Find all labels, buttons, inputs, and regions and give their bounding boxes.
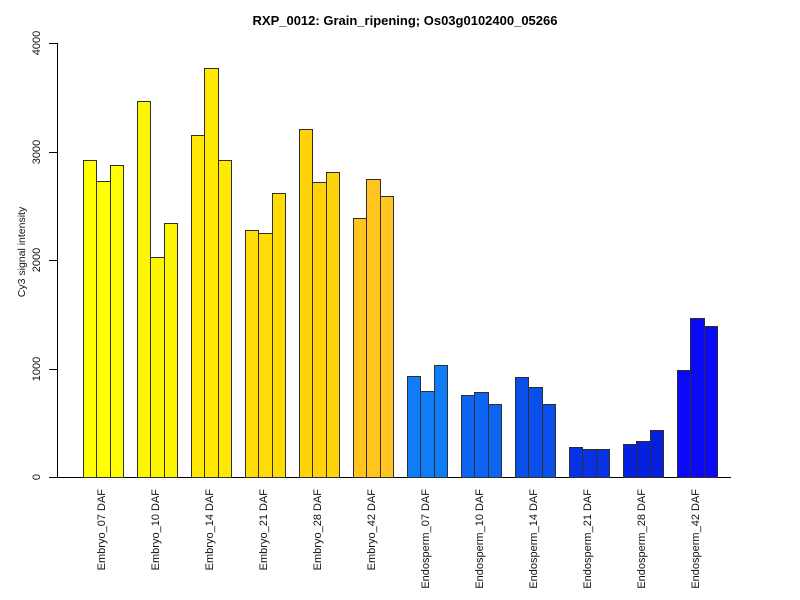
bar — [217, 160, 233, 478]
y-axis-line — [57, 43, 58, 478]
bar — [433, 365, 449, 478]
bar — [703, 326, 719, 478]
x-category-label: Embryo_21 DAF — [258, 489, 271, 571]
bar — [528, 386, 543, 478]
x-category-label: Embryo_42 DAF — [366, 489, 379, 571]
x-category-label: Embryo_14 DAF — [204, 489, 217, 571]
x-category-label: Embryo_07 DAF — [96, 489, 109, 571]
bar — [690, 317, 705, 478]
y-tick-mark — [49, 43, 57, 44]
bar — [150, 256, 165, 478]
bar — [298, 128, 314, 478]
y-tick-label: 4000 — [31, 30, 43, 56]
bar — [649, 430, 665, 478]
y-tick-mark — [49, 477, 57, 478]
x-category-label: Endosperm_07 DAF — [420, 489, 433, 589]
bar — [582, 448, 597, 478]
y-axis-label: Cy3 signal intensity — [16, 206, 28, 298]
bar — [636, 441, 651, 478]
x-category-label: Embryo_28 DAF — [312, 489, 325, 571]
bar — [514, 377, 530, 478]
y-tick-label: 3000 — [31, 139, 43, 164]
x-category-label: Endosperm_28 DAF — [636, 489, 649, 589]
y-tick-mark — [49, 260, 57, 261]
bar — [406, 376, 422, 478]
bar — [190, 135, 206, 478]
bar — [420, 391, 435, 478]
bar — [352, 217, 368, 478]
bar — [676, 369, 692, 478]
bar — [109, 164, 125, 478]
bar — [82, 160, 98, 478]
x-category-label: Endosperm_14 DAF — [528, 489, 541, 589]
x-category-label: Endosperm_10 DAF — [474, 489, 487, 589]
chart-title: RXP_0012: Grain_ripening; Os03g0102400_0… — [252, 13, 558, 28]
y-tick-label: 2000 — [31, 247, 43, 273]
y-tick-mark — [49, 368, 57, 370]
bar — [541, 404, 557, 478]
x-category-label: Embryo_10 DAF — [150, 489, 163, 571]
bar — [568, 446, 584, 478]
bar — [258, 232, 273, 478]
x-category-label: Endosperm_42 DAF — [690, 489, 703, 589]
bar — [271, 192, 287, 478]
bar — [244, 229, 260, 478]
y-tick-label: 1000 — [31, 356, 43, 381]
bar — [622, 444, 638, 478]
x-category-label: Endosperm_21 DAF — [582, 489, 595, 589]
bar — [595, 448, 611, 478]
bar — [366, 178, 381, 478]
bar — [487, 404, 503, 478]
y-tick-mark — [49, 151, 57, 153]
bar — [163, 223, 179, 478]
bar — [312, 181, 327, 478]
y-tick-label: 0 — [31, 473, 43, 481]
bar — [96, 180, 111, 478]
bar — [379, 195, 395, 478]
bar — [325, 172, 341, 478]
bar — [474, 392, 489, 478]
bar — [204, 67, 219, 478]
bar — [136, 100, 152, 478]
bar — [460, 394, 476, 478]
